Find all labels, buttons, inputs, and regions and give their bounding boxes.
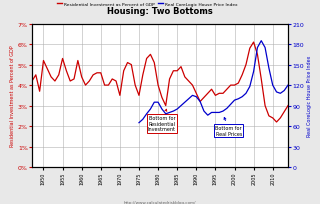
Text: http://www.calculatedriskblog.com/: http://www.calculatedriskblog.com/	[124, 200, 196, 204]
Text: Housing: Two Bottoms: Housing: Two Bottoms	[107, 7, 213, 16]
Legend: Residential Investment as Percent of GDP, Real CoreLogic House Price Index: Residential Investment as Percent of GDP…	[55, 1, 239, 9]
Y-axis label: Real CoreLogic House Price Index: Real CoreLogic House Price Index	[307, 55, 312, 136]
Text: Bottom for
Real Prices: Bottom for Real Prices	[215, 118, 242, 136]
Text: Bottom for
Residential
Investment: Bottom for Residential Investment	[148, 110, 176, 132]
Y-axis label: Residential Investment as Percent of GDP: Residential Investment as Percent of GDP	[10, 45, 15, 146]
